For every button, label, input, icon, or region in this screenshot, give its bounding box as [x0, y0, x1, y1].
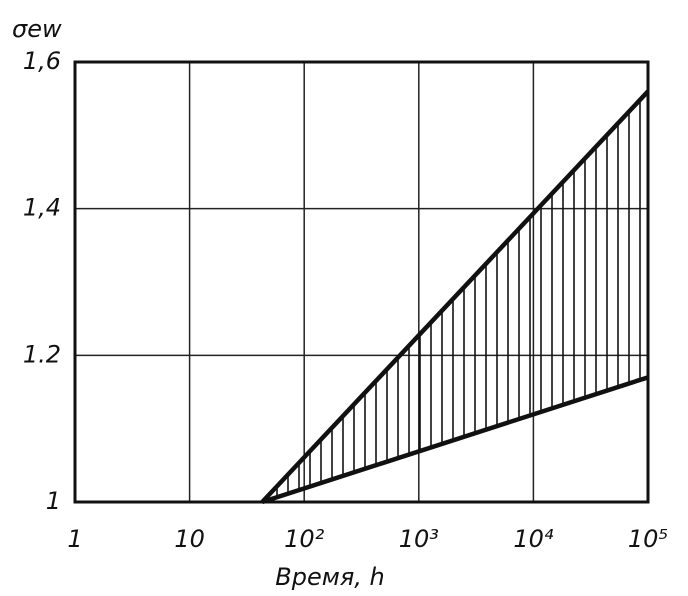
x-tick-label: 10² [284, 525, 325, 553]
data-line [261, 375, 649, 505]
x-axis-label: Время, h [275, 563, 384, 591]
x-tick-label: 1 [67, 525, 82, 553]
y-tick-label: 1 [46, 487, 61, 515]
y-tick-label: 1.2 [23, 340, 61, 368]
y-axis-label: σew [12, 15, 62, 43]
x-tick-label: 10⁴ [513, 525, 554, 553]
x-tick-label: 10 [174, 525, 205, 553]
x-tick-label: 10⁵ [628, 525, 668, 553]
x-tick-label: 10³ [399, 525, 439, 553]
data-line [260, 89, 650, 504]
y-tick-label: 1,6 [23, 47, 61, 75]
y-tick-label: 1,4 [23, 194, 61, 222]
